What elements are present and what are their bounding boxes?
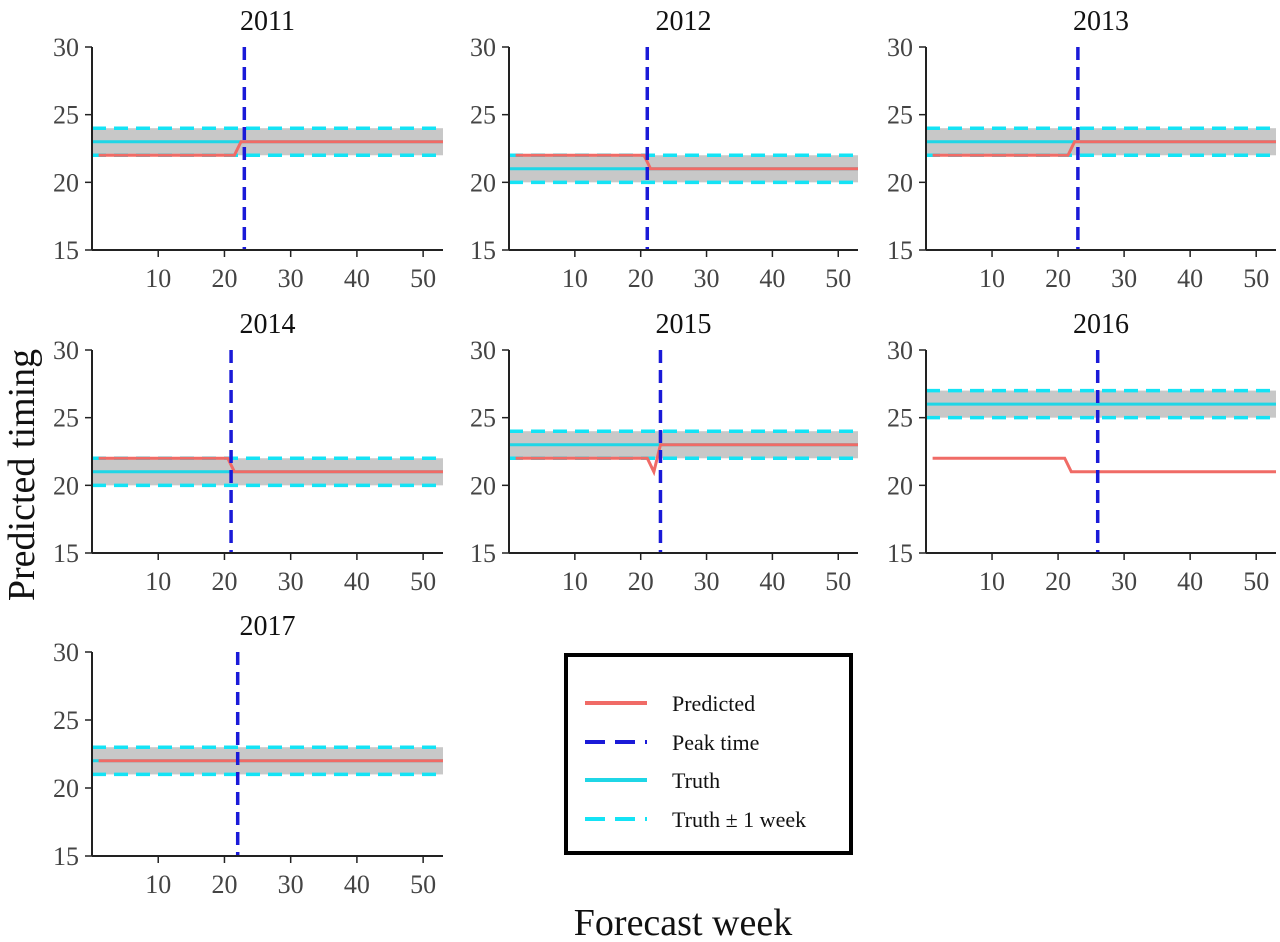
x-tick-label: 30: [694, 567, 720, 596]
y-tick-label: 25: [470, 101, 496, 130]
x-tick-label: 40: [344, 264, 370, 293]
panel-2015: 2015 15 20 25 30 10 20 30 40 50: [470, 309, 858, 596]
panel-2014: 2014 15 20 25 30 10 20 30 40 50: [53, 309, 443, 596]
x-tick-label: 20: [211, 567, 237, 596]
y-tick-label: 25: [53, 404, 79, 433]
predicted-line: [98, 456, 443, 474]
legend-box: [564, 653, 853, 855]
y-tick-label: 30: [887, 33, 913, 62]
x-tick-label: 30: [278, 264, 304, 293]
panel-title: 2014: [240, 309, 296, 340]
y-tick-label: 20: [53, 774, 79, 803]
x-tick-label: 10: [145, 264, 171, 293]
panel-title: 2016: [1073, 309, 1129, 340]
y-tick-label: 30: [470, 33, 496, 62]
y-tick-label: 20: [53, 471, 79, 500]
panel-title: 2012: [656, 6, 712, 37]
legend-label-predicted: Predicted: [672, 691, 755, 716]
predicted-line: [932, 140, 1276, 157]
y-tick-label: 30: [53, 638, 79, 667]
legend-label-truth-band: Truth ± 1 week: [672, 807, 806, 832]
x-tick-label: 10: [145, 567, 171, 596]
x-tick-label: 10: [979, 567, 1005, 596]
x-tick-label: 30: [1111, 264, 1137, 293]
panel-title: 2013: [1073, 6, 1129, 37]
y-tick-label: 15: [887, 236, 913, 265]
x-tick-label: 20: [211, 870, 237, 899]
y-tick-label: 20: [470, 168, 496, 197]
x-tick-label: 20: [1045, 264, 1071, 293]
panel-title: 2011: [240, 6, 295, 37]
y-tick-label: 15: [53, 539, 79, 568]
x-tick-label: 40: [1177, 567, 1203, 596]
x-tick-label: 50: [410, 567, 436, 596]
y-tick-label: 15: [53, 842, 79, 871]
x-tick-label: 10: [562, 264, 588, 293]
predicted-line: [98, 140, 443, 157]
x-tick-label: 30: [694, 264, 720, 293]
y-tick-label: 25: [470, 404, 496, 433]
x-tick-label: 40: [344, 567, 370, 596]
y-tick-label: 20: [887, 471, 913, 500]
y-tick-label: 30: [53, 336, 79, 365]
x-tick-label: 50: [1243, 567, 1269, 596]
panels-group: 2011 15 20 25 30 10 20 30 40 50 2012 15 20 25 30 10 20 30…: [53, 6, 1276, 899]
x-tick-label: 10: [562, 567, 588, 596]
y-tick-label: 15: [470, 539, 496, 568]
x-tick-label: 10: [979, 264, 1005, 293]
y-tick-label: 25: [887, 404, 913, 433]
x-tick-label: 40: [759, 567, 785, 596]
y-tick-label: 25: [53, 706, 79, 735]
y-tick-label: 15: [470, 236, 496, 265]
x-tick-label: 30: [278, 567, 304, 596]
legend: Predicted Peak time Truth Truth ± 1 week: [564, 653, 853, 855]
y-tick-label: 30: [887, 336, 913, 365]
x-tick-label: 40: [344, 870, 370, 899]
y-tick-label: 20: [53, 168, 79, 197]
x-tick-label: 50: [410, 264, 436, 293]
x-tick-label: 30: [1111, 567, 1137, 596]
y-tick-label: 25: [53, 101, 79, 130]
x-tick-label: 10: [145, 870, 171, 899]
y-tick-label: 30: [470, 336, 496, 365]
x-tick-label: 40: [1177, 264, 1203, 293]
y-axis-label: Predicted timing: [1, 349, 43, 601]
predicted-line: [515, 443, 858, 477]
x-tick-label: 20: [1045, 567, 1071, 596]
panel-title: 2017: [240, 611, 296, 642]
x-tick-label: 50: [410, 870, 436, 899]
y-tick-label: 15: [53, 236, 79, 265]
y-tick-label: 25: [887, 101, 913, 130]
y-tick-label: 20: [470, 471, 496, 500]
x-tick-label: 20: [211, 264, 237, 293]
x-tick-label: 40: [759, 264, 785, 293]
y-tick-label: 20: [887, 168, 913, 197]
panel-title: 2015: [656, 309, 712, 340]
panel-2013: 2013 15 20 25 30 10 20 30 40 50: [887, 6, 1276, 293]
legend-label-truth: Truth: [672, 768, 720, 793]
x-tick-label: 30: [278, 870, 304, 899]
legend-label-peak-time: Peak time: [672, 730, 759, 755]
predicted-line: [932, 456, 1276, 474]
y-tick-label: 15: [887, 539, 913, 568]
x-tick-label: 20: [628, 567, 654, 596]
panel-2016: 2016 15 20 25 30 10 20 30 40 50: [887, 309, 1276, 596]
panel-2017: 2017 15 20 25 30 10 20 30 40 50: [53, 611, 443, 899]
predicted-line: [515, 153, 858, 171]
x-tick-label: 20: [628, 264, 654, 293]
x-tick-label: 50: [825, 264, 851, 293]
y-tick-label: 30: [53, 33, 79, 62]
x-axis-label: Forecast week: [574, 902, 792, 942]
x-tick-label: 50: [825, 567, 851, 596]
x-tick-label: 50: [1243, 264, 1269, 293]
panel-2012: 2012 15 20 25 30 10 20 30 40 50: [470, 6, 858, 293]
panel-2011: 2011 15 20 25 30 10 20 30 40 50: [53, 6, 443, 293]
